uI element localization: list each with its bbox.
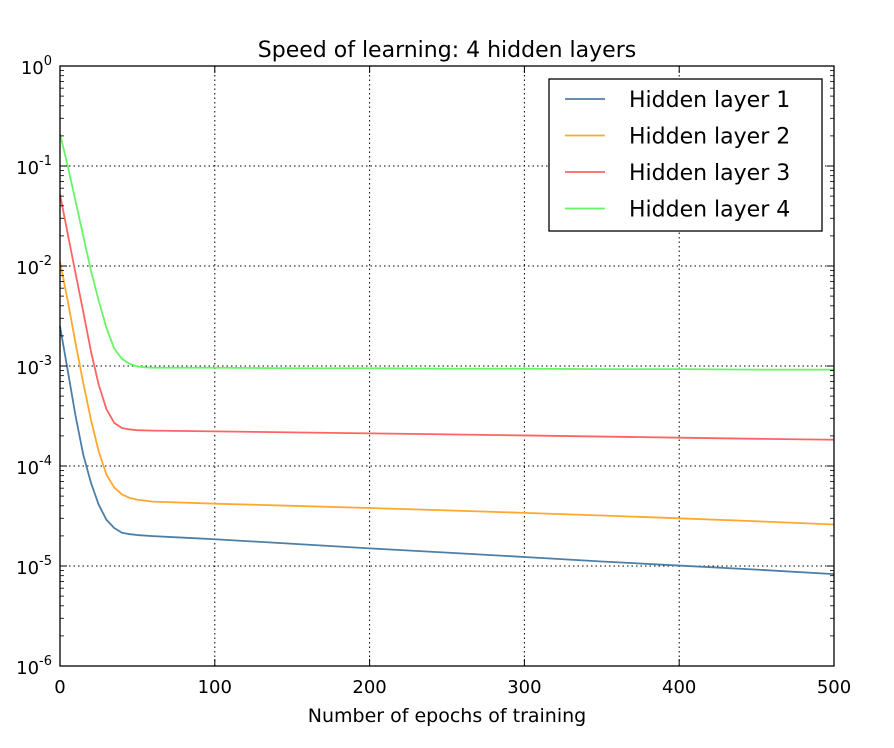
y-tick-label: 10-3 [16, 354, 52, 379]
y-tick-exponent: -6 [39, 654, 52, 669]
chart-title: Speed of learning: 4 hidden layers [258, 38, 636, 63]
y-tick-base: 10 [16, 358, 39, 379]
y-tick-base: 10 [16, 258, 39, 279]
series-line-1 [59, 326, 835, 575]
y-tick-label: 10-5 [16, 554, 52, 579]
x-tick-label: 100 [198, 677, 232, 698]
y-tick-label: 10-1 [16, 154, 52, 179]
y-tick-label: 100 [21, 54, 52, 79]
legend-label-1: Hidden layer 1 [629, 88, 790, 113]
series-line-2 [59, 261, 835, 526]
legend-label-3: Hidden layer 3 [629, 161, 790, 186]
x-tick-label: 200 [352, 677, 386, 698]
x-tick-label: 0 [54, 677, 65, 698]
y-tick-exponent: -1 [39, 154, 52, 169]
y-tick-base: 10 [16, 658, 39, 679]
x-tick-label: 400 [662, 677, 696, 698]
y-tick-base: 10 [21, 58, 44, 79]
y-tick-label: 10-6 [16, 654, 52, 679]
y-tick-exponent: -2 [39, 254, 52, 269]
y-tick-label: 10-4 [16, 454, 52, 479]
x-tick-label: 500 [817, 677, 851, 698]
series-group [59, 133, 835, 575]
y-tick-label: 10-2 [16, 254, 52, 279]
legend-label-4: Hidden layer 4 [629, 198, 790, 223]
y-tick-base: 10 [16, 458, 39, 479]
legend-box [548, 78, 823, 232]
y-tick-base: 10 [16, 558, 39, 579]
series-line-4 [59, 133, 834, 371]
y-tick-exponent: -4 [39, 454, 52, 469]
y-tick-exponent: -5 [39, 554, 52, 569]
y-tick-base: 10 [16, 158, 39, 179]
legend-label-2: Hidden layer 2 [629, 125, 790, 150]
x-tick-label: 300 [507, 677, 541, 698]
series-line-3 [59, 194, 835, 441]
ticks: 0 100 200 300 400 50010010-110-210-310-410-51… [16, 54, 851, 698]
y-tick-exponent: 0 [44, 54, 52, 69]
legend: Hidden layer 1 Hidden layer 2 Hidden layer… [548, 78, 823, 232]
x-axis-label: Number of epochs of training [308, 705, 586, 727]
y-tick-exponent: -3 [39, 354, 52, 369]
